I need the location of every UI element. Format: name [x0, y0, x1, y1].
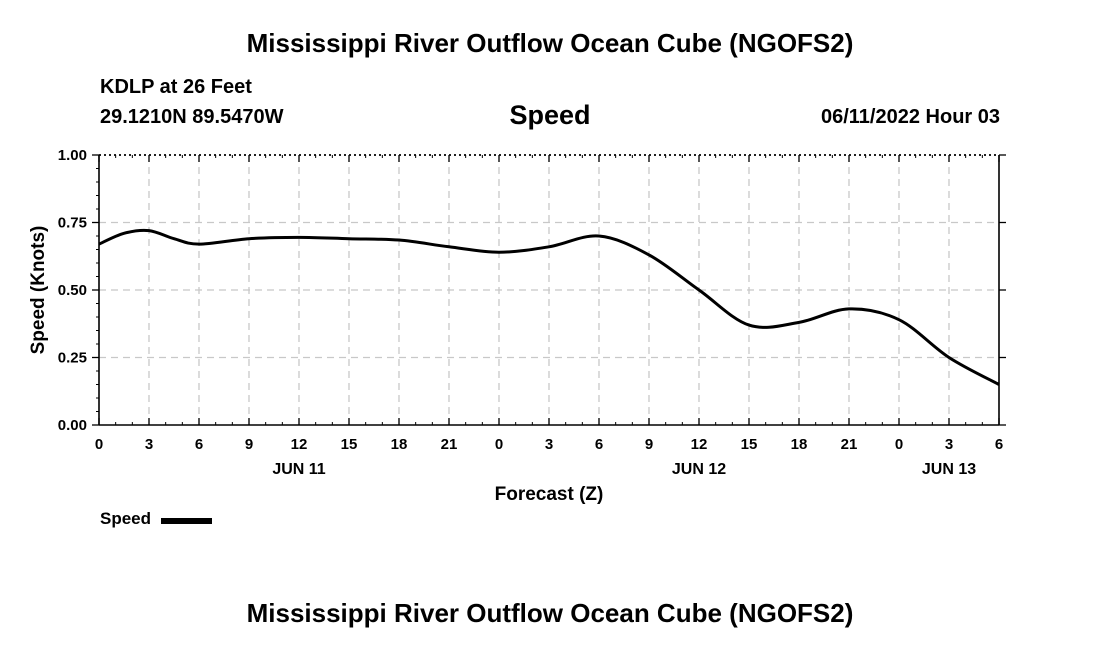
y-tick-label: 0.75 [58, 215, 87, 232]
x-tick-label: 12 [691, 436, 708, 453]
day-label: JUN 12 [672, 461, 726, 478]
label-layer: 0 3 6 9 12 15 18 21 0 3 6 9 12 15 18 21 0 3 6 0.00 0.25 0.50 0… [58, 147, 1003, 478]
chart-subtitle: Speed [509, 100, 591, 130]
forecast-datetime: 06/11/2022 Hour 03 [820, 106, 1000, 128]
x-tick-label: 9 [645, 436, 653, 453]
x-tick-label: 18 [791, 436, 808, 453]
x-tick-label: 6 [995, 436, 1003, 453]
x-tick-label: 15 [341, 436, 358, 453]
series-layer [98, 228, 1000, 386]
x-tick-label: 21 [441, 436, 458, 453]
legend-label: Speed [100, 509, 152, 528]
y-tick-label: 1.00 [58, 147, 87, 164]
x-tick-label: 21 [841, 436, 858, 453]
chart-title: Mississippi River Outflow Ocean Cube (NG… [246, 28, 854, 58]
series-line-speed [98, 228, 1000, 386]
axis-layer [92, 154, 1006, 426]
y-tick-label: 0.25 [58, 350, 87, 367]
x-tick-label: 6 [595, 436, 603, 453]
x-tick-label: 3 [145, 436, 153, 453]
x-tick-label: 18 [391, 436, 408, 453]
x-tick-label: 9 [245, 436, 253, 453]
station-coordinates: 29.1210N 89.5470W [100, 106, 284, 128]
second-chart-title: Mississippi River Outflow Ocean Cube (NG… [246, 598, 854, 628]
y-tick-label: 0.50 [58, 282, 87, 299]
x-tick-label: 0 [95, 436, 103, 453]
x-tick-label: 6 [195, 436, 203, 453]
x-tick-label: 15 [741, 436, 758, 453]
x-tick-label: 0 [895, 436, 903, 453]
x-tick-label: 12 [291, 436, 308, 453]
grid-layer [99, 155, 999, 425]
day-label: JUN 13 [922, 461, 976, 478]
y-tick-label: 0.00 [58, 417, 87, 434]
x-axis-label: Forecast (Z) [495, 484, 604, 505]
y-axis-label: Speed (Knots) [28, 226, 49, 355]
x-tick-label: 3 [945, 436, 953, 453]
x-tick-label: 3 [545, 436, 553, 453]
day-label: JUN 11 [272, 461, 325, 478]
legend-swatch [161, 518, 212, 524]
station-label: KDLP at 26 Feet [100, 76, 252, 98]
x-tick-label: 0 [495, 436, 503, 453]
